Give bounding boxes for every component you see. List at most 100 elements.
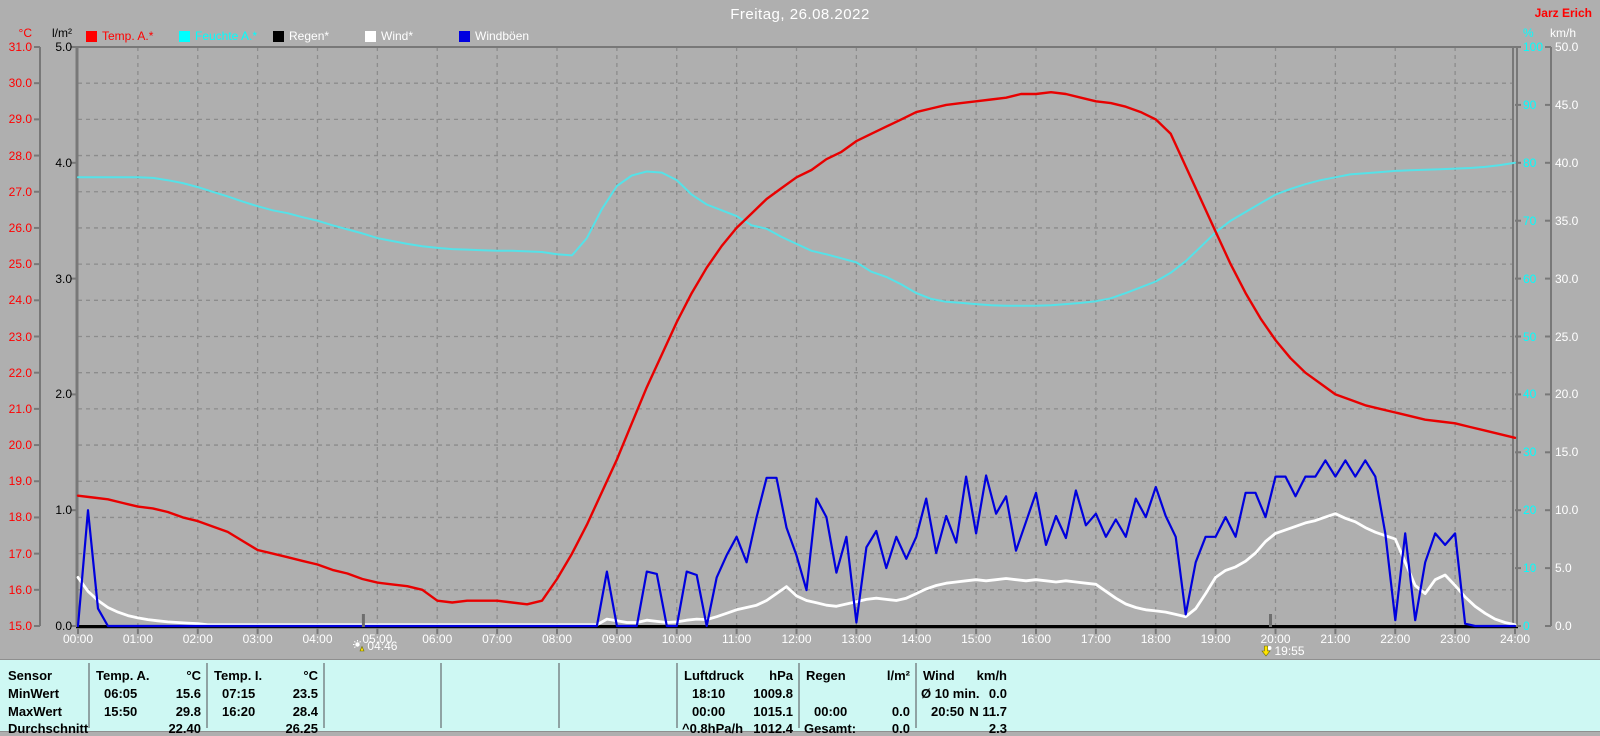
axis-tick-label: 80 bbox=[1523, 155, 1537, 170]
table-cell-time: 20:50 bbox=[931, 704, 965, 719]
table-cell-value: 26.25 bbox=[285, 721, 318, 736]
axis-tick-label: 15.0 bbox=[8, 619, 32, 633]
table-cell-value: 0.0 bbox=[988, 686, 1007, 701]
axis-tick-label: 21.0 bbox=[8, 401, 32, 416]
axis-tick-label: 0 bbox=[1523, 619, 1530, 633]
xaxis-tick-label: 01:00 bbox=[122, 632, 153, 646]
table-cell-value: 29.8 bbox=[175, 704, 201, 719]
axis-tick-label: 35.0 bbox=[1555, 213, 1579, 228]
axis-tick-label: 31.0 bbox=[8, 40, 32, 54]
xaxis-tick-label: 03:00 bbox=[242, 632, 273, 646]
axis-tick-label: 100 bbox=[1523, 40, 1544, 54]
xaxis-tick-label: 15:00 bbox=[961, 632, 992, 646]
axis-tick-label: 50 bbox=[1523, 329, 1537, 344]
axis-tick-label: 20 bbox=[1523, 503, 1537, 518]
table-col-unit: °C bbox=[303, 668, 318, 683]
table-cell-value: 1009.8 bbox=[753, 686, 793, 701]
xaxis-tick-label: 00:00 bbox=[62, 632, 94, 646]
table-cell-value: 28.4 bbox=[292, 704, 318, 719]
xaxis-tick-label: 20:00 bbox=[1260, 632, 1291, 646]
table-cell-time: Gesamt: bbox=[804, 721, 857, 736]
axis-tick-label: 22.0 bbox=[8, 365, 32, 380]
legend-label: Regen* bbox=[289, 29, 330, 43]
table-cell-value: 1015.1 bbox=[753, 704, 793, 719]
table-cell-time: 07:15 bbox=[222, 686, 256, 701]
axis-unit-label: l/m² bbox=[52, 26, 72, 40]
xaxis-tick-label: 17:00 bbox=[1080, 632, 1111, 646]
axis-tick-label: 5.0 bbox=[1555, 561, 1572, 576]
table-cell-time: 06:05 bbox=[104, 686, 138, 701]
xaxis-tick-label: 16:00 bbox=[1020, 632, 1052, 646]
series-feuchte-a- bbox=[77, 161, 1516, 307]
axis-tick-label: 2.0 bbox=[55, 387, 72, 402]
table-col-name: Regen bbox=[806, 668, 846, 683]
table-cell-value: 23.5 bbox=[292, 686, 318, 701]
table-col-name: Temp. A. bbox=[96, 668, 150, 683]
table-col-unit: hPa bbox=[769, 668, 793, 683]
xaxis-tick-label: 06:00 bbox=[422, 632, 453, 646]
axis-unit-label: °C bbox=[18, 26, 32, 40]
table-cell-time: Ø 10 min. bbox=[921, 686, 980, 701]
table-cell-time: 00:00 bbox=[692, 704, 726, 719]
axis-tick-label: 29.0 bbox=[8, 112, 32, 127]
axis-tick-label: 10 bbox=[1523, 561, 1537, 576]
sunset-icon bbox=[1260, 645, 1271, 657]
axis-tick-label: 30.0 bbox=[8, 76, 32, 91]
table-col-name: Luftdruck bbox=[684, 668, 744, 683]
legend-swatch-icon bbox=[459, 31, 470, 42]
table-cell-value: N 11.7 bbox=[969, 704, 1007, 719]
xaxis-tick-label: 07:00 bbox=[482, 632, 513, 646]
table-cell-value: 0.0 bbox=[891, 704, 910, 719]
table-col-unit: km/h bbox=[976, 668, 1007, 683]
xaxis-tick-label: 02:00 bbox=[182, 632, 213, 646]
axis-tick-label: 15.0 bbox=[1555, 445, 1579, 460]
sunset-axis-mark bbox=[1269, 614, 1273, 627]
series-wind bbox=[76, 512, 1517, 627]
legend-swatch-icon bbox=[179, 31, 190, 42]
legend-swatch-icon bbox=[86, 31, 97, 42]
xaxis-tick-label: 12:00 bbox=[781, 632, 812, 646]
axis-tick-label: 25.0 bbox=[8, 257, 32, 272]
table-cell-value: 1012.4 bbox=[753, 721, 793, 736]
axis-tick-label: 30 bbox=[1523, 445, 1537, 460]
axis-tick-label: 1.0 bbox=[55, 503, 72, 518]
stats-table: Sensor MinWert MaxWert Durchschnitt Temp. A.… bbox=[0, 659, 1600, 736]
table-col-name: Temp. I. bbox=[214, 668, 263, 683]
axis-tick-label: 20.0 bbox=[8, 438, 32, 453]
sunrise-time: 04:46 bbox=[367, 639, 398, 653]
xaxis-tick-label: 05:00 bbox=[362, 632, 393, 646]
axis-tick-label: 30.0 bbox=[1555, 271, 1579, 286]
table-cell-value: 2.3 bbox=[988, 721, 1007, 736]
axis-tick-label: 28.0 bbox=[8, 148, 32, 163]
axis-tick-label: 3.0 bbox=[55, 271, 72, 286]
table-column-divider bbox=[206, 663, 208, 728]
table-row-header: Sensor bbox=[8, 668, 53, 683]
author-label: Jarz Erich bbox=[1534, 6, 1592, 20]
table-col-unit: °C bbox=[186, 668, 201, 683]
xaxis-tick-label: 13:00 bbox=[841, 632, 872, 646]
axis-tick-label: 10.0 bbox=[1555, 503, 1579, 518]
xaxis-tick-label: 09:00 bbox=[601, 632, 632, 646]
legend-label: Wind* bbox=[381, 29, 414, 43]
axis-tick-label: 70 bbox=[1523, 213, 1537, 228]
axis-tick-label: 60 bbox=[1523, 271, 1537, 286]
table-cell-time: 16:20 bbox=[222, 704, 256, 719]
xaxis-tick-label: 19:00 bbox=[1200, 632, 1231, 646]
table-cell-time: 15:50 bbox=[104, 704, 138, 719]
table-cell-value: 0.0 bbox=[891, 721, 910, 736]
table-row-header: MinWert bbox=[8, 686, 60, 701]
sunrise-icon bbox=[353, 640, 365, 652]
table-cell-value: 22.40 bbox=[168, 721, 201, 736]
legend-swatch-icon bbox=[273, 31, 284, 42]
axis-tick-label: 40 bbox=[1523, 387, 1537, 402]
xaxis-tick-label: 10:00 bbox=[661, 632, 692, 646]
page-title: Freitag, 26.08.2022 bbox=[730, 6, 870, 23]
table-row-header: MaxWert bbox=[8, 704, 62, 719]
table-row-header: Durchschnitt bbox=[8, 721, 89, 736]
xaxis-tick-label: 18:00 bbox=[1140, 632, 1171, 646]
axis-tick-label: 40.0 bbox=[1555, 155, 1579, 170]
axis-tick-label: 0.0 bbox=[55, 619, 72, 633]
table-column-divider bbox=[440, 663, 442, 728]
